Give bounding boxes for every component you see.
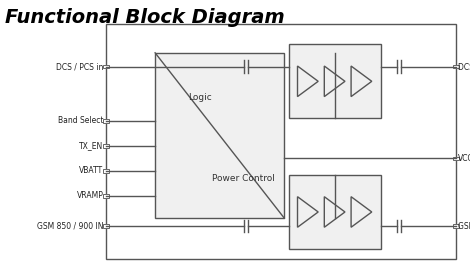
Text: Power Control: Power Control bbox=[212, 174, 274, 183]
Bar bbox=[289, 44, 381, 118]
Text: Logic: Logic bbox=[188, 93, 212, 102]
Bar bbox=[453, 224, 459, 228]
Text: GSM 850 / 900 Out: GSM 850 / 900 Out bbox=[458, 222, 470, 230]
Text: VCC: VCC bbox=[458, 154, 470, 163]
Bar bbox=[103, 144, 109, 148]
Text: DCS / PCS Out: DCS / PCS Out bbox=[458, 62, 470, 71]
Bar bbox=[103, 224, 109, 228]
Text: DCS / PCS in: DCS / PCS in bbox=[56, 62, 103, 71]
Text: VBATT: VBATT bbox=[79, 167, 103, 175]
Bar bbox=[103, 169, 109, 173]
Text: Functional Block Diagram: Functional Block Diagram bbox=[5, 8, 284, 27]
Text: GSM 850 / 900 IN: GSM 850 / 900 IN bbox=[37, 222, 103, 230]
Text: Band Select: Band Select bbox=[58, 116, 103, 125]
Bar bbox=[453, 65, 459, 68]
Bar bbox=[289, 175, 381, 249]
Bar bbox=[155, 53, 284, 218]
Bar bbox=[453, 157, 459, 160]
Bar bbox=[103, 119, 109, 123]
Bar bbox=[103, 65, 109, 68]
Bar bbox=[106, 24, 456, 259]
Text: TX_EN: TX_EN bbox=[79, 142, 103, 150]
Text: VRAMP: VRAMP bbox=[77, 192, 103, 200]
Bar bbox=[103, 194, 109, 198]
